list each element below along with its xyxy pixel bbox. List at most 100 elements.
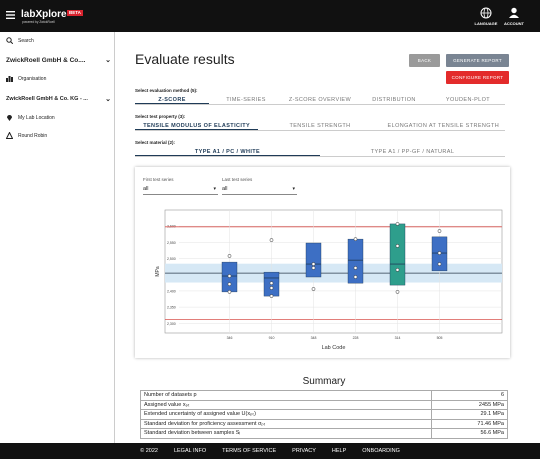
x-tick-label: 228 — [353, 336, 359, 340]
data-point — [227, 254, 232, 258]
box — [305, 242, 322, 278]
tab[interactable]: DISTRIBUTION — [372, 97, 416, 103]
data-point — [353, 266, 358, 270]
data-point — [437, 262, 442, 266]
filter-label: First test series — [143, 177, 174, 182]
lab-location[interactable]: My Lab Location — [6, 114, 55, 121]
x-tick-label: 346 — [227, 336, 233, 340]
footer-link[interactable]: ONBOARDING — [362, 448, 400, 454]
filter-label: Last test series — [222, 177, 253, 182]
summary-row: Standard deviation between samples Sᵢ 56.… — [140, 428, 509, 439]
summary-value: 29.1 MPa — [430, 409, 509, 420]
data-point — [269, 238, 274, 242]
page-title: Evaluate results — [135, 51, 235, 67]
configure-report-button[interactable]: CONFIGURE REPORT — [446, 71, 509, 84]
data-point — [269, 294, 274, 298]
x-tick-label: 910 — [269, 336, 275, 340]
summary-key: Assigned value xₚₜ — [140, 399, 432, 410]
y-axis-label: MPa — [155, 266, 161, 277]
organisation-label: Organisation — [18, 75, 47, 82]
box — [389, 223, 406, 286]
filter-value: all — [143, 186, 149, 192]
beta-badge: BETA — [67, 10, 83, 16]
tab[interactable]: TYPE A1 / PP-GF / NATURAL — [370, 149, 455, 155]
data-point — [227, 274, 232, 278]
tab[interactable]: Z-SCORE — [135, 96, 209, 104]
footer-link: © 2022 — [140, 448, 158, 454]
x-tick-label: 505 — [437, 336, 443, 340]
data-point — [437, 251, 442, 255]
summary-row: Assigned value xₚₜ 2455 MPa — [140, 399, 509, 410]
data-point — [227, 290, 232, 294]
data-point — [353, 275, 358, 279]
brand[interactable]: labXplore — [21, 9, 67, 20]
lab-location-label: My Lab Location — [18, 114, 55, 121]
footer-link[interactable]: TERMS OF SERVICE — [222, 448, 277, 454]
footer-link[interactable]: PRIVACY — [292, 448, 316, 454]
x-tick-label: 314 — [395, 336, 401, 340]
org-select[interactable]: ZwickRoell GmbH & Co.... ⌄ — [6, 56, 111, 65]
y-tick-label: 2,500 — [167, 257, 176, 261]
summary-key: Number of datasets p — [140, 390, 432, 401]
summary-key: Standard deviation for proficiency asses… — [140, 418, 432, 429]
org-name: ZwickRoell GmbH & Co.... — [6, 56, 86, 64]
filter-value: all — [222, 186, 228, 192]
tab[interactable]: YOUDEN-PLOT — [445, 97, 491, 103]
data-point — [311, 266, 316, 270]
data-point — [269, 281, 274, 286]
organisation[interactable]: Organisation — [6, 75, 46, 82]
data-point — [395, 244, 400, 248]
account-icon[interactable] — [508, 7, 520, 19]
tab[interactable]: Z-SCORE OVERVIEW — [288, 97, 352, 103]
tab-row: Z-SCORE TIME-SERIES Z-SCORE OVERVIEW DISTRI… — [135, 96, 505, 105]
account[interactable]: ACCOUNT — [504, 21, 524, 26]
summary-table: Number of datasets p 6 Assigned value xₚₜ 2… — [140, 390, 509, 439]
back-button[interactable]: BACK — [409, 54, 440, 67]
summary-key: Standard deviation between samples Sᵢ — [140, 428, 432, 439]
footer-link[interactable]: LEGAL INFO — [173, 448, 207, 454]
y-tick-label: 2,400 — [167, 289, 176, 293]
powered-by: powered by ZwickRoell — [22, 20, 55, 24]
language[interactable]: LANGUAGE — [474, 21, 498, 26]
search-label: Search — [18, 37, 34, 44]
summary-key: Extended uncertainty of assigned value U… — [140, 409, 432, 420]
lab-name: ZwickRoell GmbH & Co. KG - ... — [6, 96, 88, 102]
generate-report-button[interactable]: GENERATE REPORT — [446, 54, 509, 67]
data-point — [311, 287, 316, 291]
sidebar: Search ZwickRoell GmbH & Co.... ⌄ Organis… — [0, 32, 115, 443]
x-axis-label: Lab Code — [322, 345, 346, 351]
filter-select[interactable]: all ▾ — [222, 186, 297, 195]
summary-value: 56.6 MPa — [430, 428, 509, 439]
tab[interactable]: TYPE A1 / PC / WHITE — [135, 148, 320, 156]
chart: 2,3002,3502,4002,4502,5002,5502,600MPaLa… — [155, 209, 503, 351]
footer-link[interactable]: HELP — [331, 448, 347, 454]
data-point — [395, 290, 400, 294]
lab-select[interactable]: ZwickRoell GmbH & Co. KG - ... ⌄ — [6, 96, 111, 103]
data-point — [311, 262, 316, 266]
tab[interactable]: TENSILE MODULUS OF ELASTICITY — [135, 122, 259, 130]
filter-select[interactable]: all ▾ — [143, 186, 218, 195]
data-point — [353, 237, 358, 241]
globe-icon[interactable] — [480, 7, 492, 19]
chart-card: First test series all ▾ Last test series … — [135, 167, 510, 358]
summary-row: Standard deviation for proficiency asses… — [140, 418, 509, 429]
x-tick-label: 348 — [311, 336, 317, 340]
y-tick-label: 2,300 — [167, 322, 176, 326]
data-point — [395, 222, 400, 226]
round-robin[interactable]: Round Robin — [6, 132, 47, 139]
y-tick-label: 2,350 — [167, 306, 176, 310]
search[interactable]: Search — [6, 37, 34, 44]
summary-value: 71.46 MPa — [430, 418, 509, 429]
tab[interactable]: TENSILE STRENGTH — [289, 123, 351, 129]
selector-label: Select evaluation method (5): — [135, 88, 198, 93]
tab[interactable]: TIME-SERIES — [226, 97, 266, 103]
round-robin-label: Round Robin — [18, 132, 48, 139]
tab-row: TYPE A1 / PC / WHITE TYPE A1 / PP-GF / NA… — [135, 148, 505, 157]
tab[interactable]: ELONGATION AT TENSILE STRENGTH — [387, 123, 500, 129]
data-point — [227, 282, 232, 286]
summary-row: Extended uncertainty of assigned value U… — [140, 409, 509, 420]
summary-value: 2455 MPa — [430, 399, 509, 410]
menu-icon[interactable] — [6, 11, 15, 19]
